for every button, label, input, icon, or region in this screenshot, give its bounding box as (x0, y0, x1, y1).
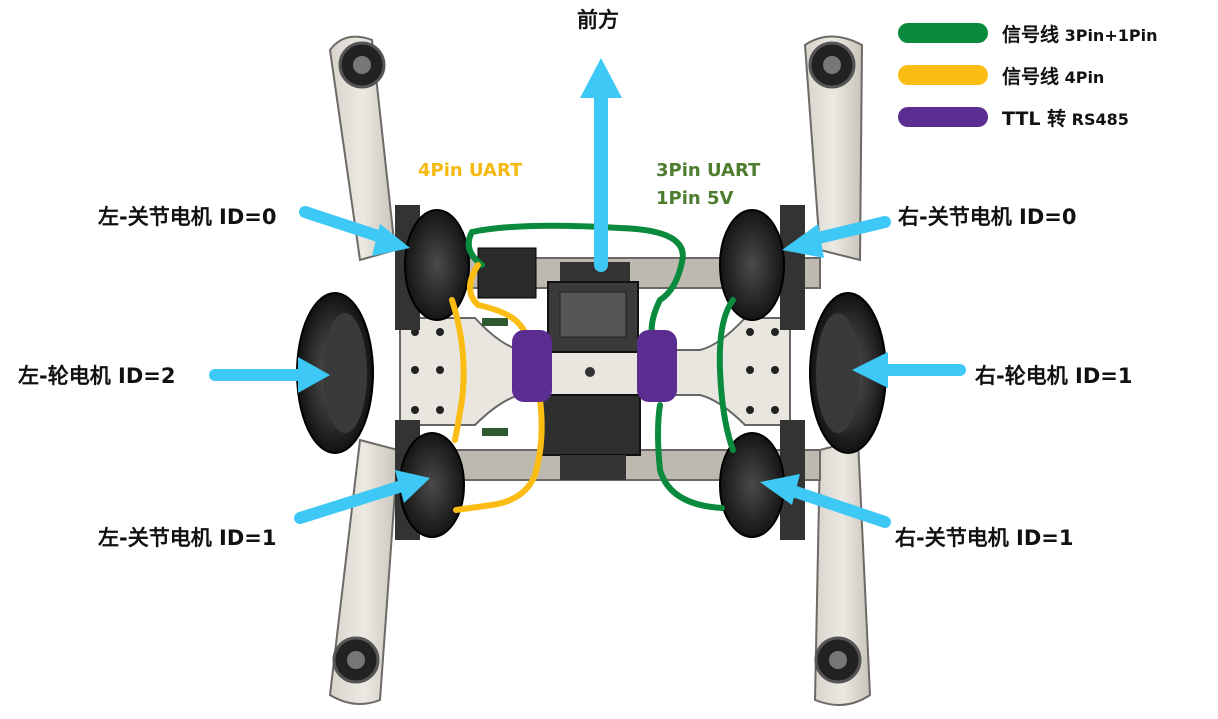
label-left-joint-motor-0: 左-关节电机 ID=0 (98, 205, 277, 229)
right-rear-leg (813, 438, 872, 706)
ttl-rs485-module-left (512, 330, 552, 402)
page-title: 前方 (577, 8, 619, 32)
legend-swatch-yellow (898, 65, 988, 85)
label-right-wheel-motor-1: 右-轮电机 ID=1 (975, 364, 1133, 388)
left-front-leg (328, 35, 397, 262)
legend-label-sub: RS485 (1066, 109, 1129, 129)
green-wire-label-line1: 3Pin UART (656, 160, 761, 181)
label-left-joint-motor-1: 左-关节电机 ID=1 (98, 526, 277, 550)
arrow-left-joint-0 (299, 206, 410, 256)
arrow-right-wheel-1 (852, 352, 966, 388)
left-rear-leg (328, 438, 400, 705)
legend-label-main: 信号线 (1002, 23, 1060, 46)
yellow-wire-label: 4Pin UART (418, 160, 523, 181)
front-direction-arrow (580, 58, 622, 272)
right-wheel (809, 292, 887, 454)
ttl-rs485-module-right (637, 330, 677, 402)
green-signal-wires (465, 222, 736, 511)
legend-label-main: 信号线 (1002, 65, 1060, 88)
legend-item-purple: TTL 转 RS485 (898, 104, 1129, 130)
label-left-wheel-motor-2: 左-轮电机 ID=2 (18, 364, 176, 388)
legend-label-main: TTL 转 (1002, 107, 1067, 130)
left-wheel (296, 292, 374, 454)
legend-label-sub: 4Pin (1059, 67, 1105, 87)
left-front-joint-motor (395, 205, 470, 330)
legend-swatch-purple (898, 107, 988, 127)
arrow-left-wheel-2 (209, 357, 330, 393)
arrow-right-joint-1 (760, 474, 891, 528)
arrow-right-joint-0 (782, 216, 891, 258)
label-right-joint-motor-1: 右-关节电机 ID=1 (895, 526, 1074, 550)
legend-item-yellow: 信号线 4Pin (898, 62, 1104, 88)
legend-swatch-green (898, 23, 988, 43)
legend-item-green: 信号线 3Pin+1Pin (898, 20, 1157, 46)
label-right-joint-motor-0: 右-关节电机 ID=0 (898, 205, 1077, 229)
arrow-left-joint-1 (294, 470, 430, 524)
legend-label-sub: 3Pin+1Pin (1059, 25, 1158, 45)
right-front-joint-motor (719, 205, 805, 330)
green-wire-label-line2: 1Pin 5V (656, 188, 734, 209)
